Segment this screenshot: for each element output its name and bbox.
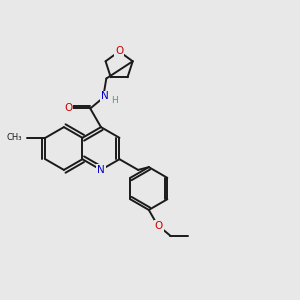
Text: O: O xyxy=(64,103,72,113)
Text: CH₃: CH₃ xyxy=(6,133,22,142)
Text: H: H xyxy=(111,96,118,105)
Text: O: O xyxy=(155,221,163,231)
Text: N: N xyxy=(97,165,105,175)
Text: O: O xyxy=(115,46,123,56)
Text: N: N xyxy=(101,91,109,101)
